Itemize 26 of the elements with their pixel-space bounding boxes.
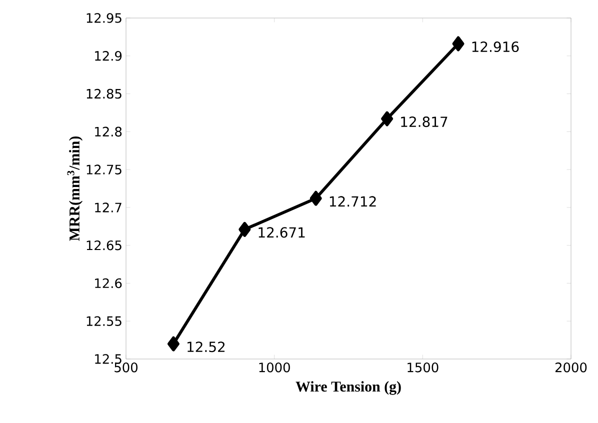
y-tick-label: 12.95 — [86, 13, 122, 23]
x-tick-label: 1000 — [259, 362, 290, 372]
x-tick-label: 500 — [114, 362, 138, 372]
y-tick-label: 12.7 — [95, 202, 122, 212]
y-tick-label: 12.5 — [95, 354, 122, 364]
y-tick-label: 12.55 — [86, 316, 122, 326]
y-tick-label: 12.75 — [86, 164, 122, 174]
point — [238, 222, 251, 237]
x-tick-label: 2000 — [555, 362, 587, 372]
y-tick-label: 12.8 — [95, 126, 122, 137]
data-label: 12.671 — [258, 227, 305, 238]
point — [381, 111, 394, 126]
y-axis-title: MRR(mm$^{3}$/min) — [67, 136, 83, 241]
point — [167, 336, 180, 352]
y-tick-label: 12.85 — [86, 88, 122, 99]
data-label: 12.712 — [330, 196, 376, 207]
x-axis-title: Wire Tension (g) — [296, 381, 401, 395]
point — [310, 190, 322, 206]
data-label: 12.916 — [472, 41, 519, 52]
point — [452, 36, 464, 52]
y-tick-label: 12.9 — [95, 50, 122, 61]
data-label: 12.52 — [188, 342, 225, 352]
x-tick-label: 1500 — [408, 362, 438, 372]
y-tick-label: 12.65 — [86, 240, 122, 250]
data-label: 12.817 — [401, 116, 448, 128]
y-tick-label: 12.6 — [95, 278, 122, 288]
